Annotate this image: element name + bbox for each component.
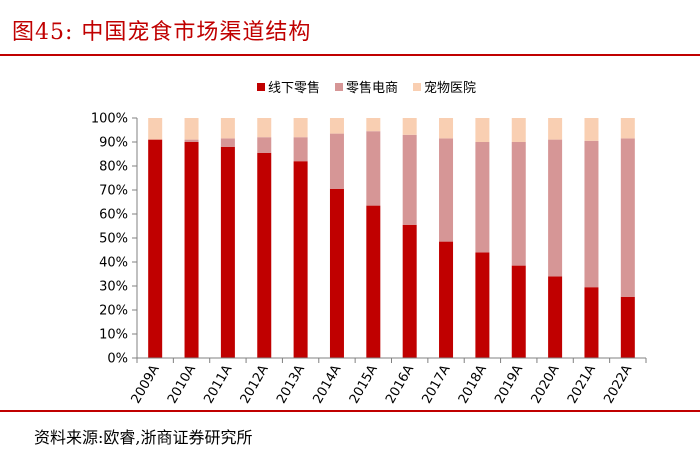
bar-2016A-series-2 [402, 134, 417, 225]
stacked-bar-chart: 线下零售 零售电商 宠物医院 0% 10% 20% 30% 40% 50% 60% 70% 80% 9… [91, 80, 647, 406]
bar-2014A-series-2 [329, 133, 344, 189]
bar-2022A-series-1 [620, 296, 635, 358]
bar-2013A-series-2 [293, 137, 308, 162]
bar-2019A-series-3 [511, 118, 526, 142]
bar-2013A-series-1 [293, 161, 308, 358]
bar-2014A-series-1 [329, 188, 344, 358]
bar-2022A-series-3 [620, 118, 635, 139]
source-note: 资料来源:欧睿,浙商证券研究所 [34, 428, 253, 447]
y-tick-label: 40% [99, 256, 128, 271]
x-tick-label: 2014A [310, 362, 344, 406]
x-tick-label: 2017A [420, 362, 454, 406]
x-tick-label: 2016A [383, 362, 417, 406]
bar-2021A-series-3 [584, 118, 599, 141]
x-tick-label: 2011A [201, 362, 235, 406]
y-axis: 0% 10% 20% 30% 40% 50% 60% 70% 80% 90% 100% [91, 112, 138, 367]
y-tick-label: 30% [99, 280, 128, 295]
legend-swatch-2 [335, 83, 343, 91]
bar-2017A-series-1 [439, 241, 454, 358]
bar-2012A-series-3 [257, 118, 272, 138]
y-tick-label: 60% [99, 208, 128, 223]
bar-2017A-series-2 [439, 138, 454, 242]
y-tick-label: 0% [107, 352, 128, 367]
bar-2011A-series-2 [220, 138, 235, 147]
bar-2015A-series-3 [366, 118, 381, 132]
bar-2011A-series-3 [220, 118, 235, 139]
bar-2010A-series-2 [184, 139, 199, 142]
y-tick-label: 50% [99, 232, 128, 247]
legend-swatch-1 [257, 83, 265, 91]
y-tick-label: 100% [91, 112, 128, 127]
title-divider [0, 54, 700, 56]
bar-2016A-series-1 [402, 224, 417, 358]
legend-swatch-3 [413, 83, 421, 91]
bar-2021A-series-2 [584, 140, 599, 288]
bar-2019A-series-1 [511, 265, 526, 358]
x-tick-label: 2012A [238, 362, 272, 406]
x-tick-label: 2010A [165, 362, 199, 406]
x-tick-label: 2013A [274, 362, 308, 406]
legend-label-2: 零售电商 [346, 80, 398, 96]
bar-2010A-series-3 [184, 118, 199, 140]
y-tick-label: 20% [99, 304, 128, 319]
chart-legend: 线下零售 零售电商 宠物医院 [257, 80, 476, 96]
y-tick-label: 90% [99, 136, 128, 151]
x-tick-label: 2021A [565, 362, 599, 406]
bar-2018A-series-3 [475, 118, 490, 142]
chart-title: 图45: 中国宠食市场渠道结构 [12, 20, 312, 45]
x-tick-label: 2020A [529, 362, 563, 406]
bar-2010A-series-1 [184, 142, 199, 358]
bar-2011A-series-1 [220, 146, 235, 358]
bar-2017A-series-3 [439, 118, 454, 139]
bar-2020A-series-1 [548, 276, 563, 358]
bar-2018A-series-1 [475, 252, 490, 358]
bar-2015A-series-1 [366, 205, 381, 358]
x-tick-label: 2022A [601, 362, 635, 406]
bar-2020A-series-2 [548, 139, 563, 277]
bar-2016A-series-3 [402, 118, 417, 135]
bar-2019A-series-2 [511, 142, 526, 266]
x-tick-label: 2015A [347, 362, 381, 406]
bar-2012A-series-2 [257, 137, 272, 153]
bar-2020A-series-3 [548, 118, 563, 140]
bar-2015A-series-2 [366, 131, 381, 206]
x-tick-label: 2009A [129, 362, 163, 406]
footer-divider [0, 410, 700, 412]
y-tick-label: 10% [99, 328, 128, 343]
bar-2012A-series-1 [257, 152, 272, 358]
bar-2009A-series-1 [148, 139, 163, 358]
bar-2022A-series-2 [620, 138, 635, 297]
bar-2018A-series-2 [475, 142, 490, 253]
y-tick-label: 80% [99, 160, 128, 175]
bar-2009A-series-3 [148, 118, 163, 140]
legend-label-3: 宠物医院 [424, 80, 476, 96]
legend-label-1: 线下零售 [268, 80, 320, 96]
bars-group [148, 118, 635, 358]
y-tick-label: 70% [99, 184, 128, 199]
bar-2014A-series-3 [329, 118, 344, 134]
x-axis: 2009A 2010A 2011A 2012A 2013A 2014A 2015A 2016A… [129, 357, 647, 406]
bar-2013A-series-3 [293, 118, 308, 138]
x-tick-label: 2019A [492, 362, 526, 406]
bar-2021A-series-1 [584, 287, 599, 358]
x-tick-label: 2018A [456, 362, 490, 406]
